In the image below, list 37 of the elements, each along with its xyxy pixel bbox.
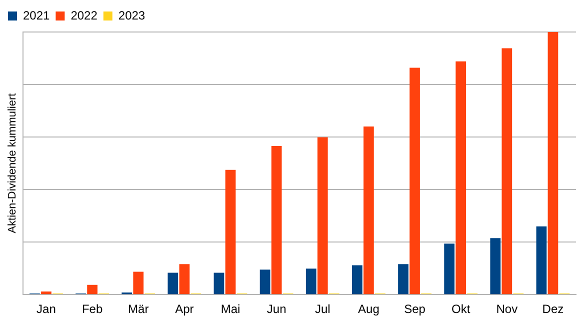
x-tick-label: Dez <box>542 302 564 316</box>
bar <box>456 61 466 294</box>
bar <box>548 32 558 294</box>
x-tick-label: Nov <box>496 302 518 316</box>
bar <box>490 238 501 294</box>
bar <box>398 264 408 294</box>
bar <box>87 284 98 294</box>
x-tick-label: Mär <box>128 302 149 316</box>
x-tick-label: Mai <box>220 302 240 316</box>
bar <box>364 126 374 294</box>
bar <box>225 170 236 294</box>
bar <box>536 226 547 294</box>
x-tick-label: Feb <box>82 302 103 316</box>
x-tick-label: Jul <box>314 302 330 316</box>
bar <box>306 268 316 294</box>
x-tick-label: Apr <box>175 302 194 316</box>
x-tick-label: Sep <box>404 302 426 316</box>
bar <box>410 68 420 294</box>
bar <box>444 244 454 294</box>
legend-label: 2023 <box>118 8 146 22</box>
bar <box>179 264 190 294</box>
bar <box>271 146 282 294</box>
bar <box>214 272 224 294</box>
x-tick-label: Okt <box>451 302 471 316</box>
bar <box>133 272 144 294</box>
bar <box>260 270 270 294</box>
legend-label: 2021 <box>23 8 50 22</box>
bar <box>502 48 512 294</box>
bar <box>317 137 328 294</box>
bar <box>352 265 362 294</box>
bar <box>168 272 178 294</box>
bar <box>41 291 52 294</box>
x-tick-label: Jan <box>36 302 56 316</box>
y-axis-title: Aktien-Dividende kummuliert <box>6 93 19 234</box>
x-tick-label: Jun <box>266 302 286 316</box>
x-tick-label: Aug <box>358 302 380 316</box>
legend-label: 2022 <box>70 8 98 22</box>
